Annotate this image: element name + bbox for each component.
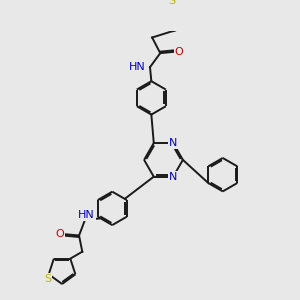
Text: O: O bbox=[55, 229, 64, 238]
Text: O: O bbox=[175, 47, 184, 57]
Text: N: N bbox=[169, 172, 177, 182]
Text: HN: HN bbox=[128, 62, 145, 72]
Text: S: S bbox=[44, 274, 51, 284]
Text: HN: HN bbox=[78, 210, 95, 220]
Text: N: N bbox=[169, 138, 177, 148]
Text: S: S bbox=[169, 0, 176, 6]
